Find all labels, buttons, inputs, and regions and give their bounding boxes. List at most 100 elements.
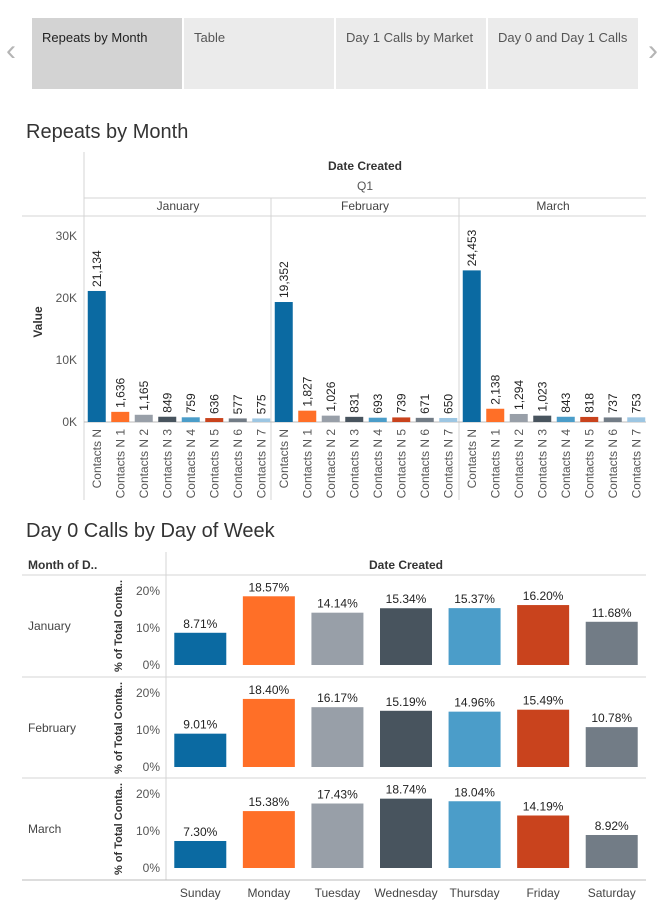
- x-tick-label-february-contacts-n-7: Contacts N 7: [441, 429, 455, 499]
- x-tick-label-thursday: Thursday: [450, 886, 500, 900]
- bar-february-contacts-n-5[interactable]: [392, 417, 411, 422]
- y-tick-label-10k: 10K: [56, 353, 77, 367]
- data-label-february-contacts-n: 19,352: [277, 261, 291, 298]
- bar-january-contacts-n-4[interactable]: [181, 417, 200, 422]
- bar-january-wednesday[interactable]: [380, 608, 432, 665]
- tab-day1-calls-by-market[interactable]: Day 1 Calls by Market: [336, 18, 486, 89]
- y-axis-label-march: % of Total Conta..: [113, 783, 125, 875]
- bar-march-thursday[interactable]: [448, 801, 501, 868]
- bar-march-sunday[interactable]: [174, 840, 227, 868]
- x-tick-label-february-contacts-n-3: Contacts N 3: [347, 429, 361, 499]
- bar-january-saturday[interactable]: [585, 621, 638, 665]
- y-axis-label-january: % of Total Conta..: [113, 580, 125, 672]
- bar-march-contacts-n-4[interactable]: [556, 416, 575, 422]
- bar-march-saturday[interactable]: [585, 834, 638, 868]
- bar-january-friday[interactable]: [517, 605, 570, 665]
- panel-header-march: March: [536, 199, 569, 213]
- bar-february-monday[interactable]: [242, 698, 295, 767]
- data-label-february-contacts-n-1: 1,827: [300, 376, 314, 406]
- data-label-february-sunday: 9.01%: [183, 718, 217, 732]
- x-tick-label-tuesday: Tuesday: [315, 886, 361, 900]
- bar-february-sunday[interactable]: [174, 733, 227, 767]
- bar-march-friday[interactable]: [517, 815, 570, 868]
- y-tick-label-30k: 30K: [56, 229, 77, 243]
- panel-header-february: February: [341, 199, 389, 213]
- bar-march-contacts-n[interactable]: [462, 270, 481, 422]
- bar-march-contacts-n-6[interactable]: [603, 417, 622, 422]
- data-label-march-monday: 15.38%: [249, 795, 290, 809]
- data-label-february-friday: 15.49%: [523, 694, 564, 708]
- bar-february-contacts-n-7[interactable]: [439, 417, 458, 422]
- data-label-january-friday: 16.20%: [523, 589, 564, 603]
- data-label-march-friday: 14.19%: [523, 799, 564, 813]
- panel-january: January 21,134 Contacts N 1,636 Contacts N 1…: [87, 199, 271, 499]
- y-tick-label-march-0: 0%: [143, 861, 161, 875]
- bar-february-contacts-n-4[interactable]: [368, 417, 387, 422]
- data-label-february-tuesday: 16.17%: [317, 691, 358, 705]
- bar-january-contacts-n-7[interactable]: [252, 418, 271, 422]
- bar-january-thursday[interactable]: [448, 608, 501, 665]
- data-label-march-wednesday: 18.74%: [386, 783, 427, 797]
- data-label-march-contacts-n-3: 1,023: [535, 381, 549, 411]
- date-created-header: Date Created: [328, 159, 402, 173]
- x-tick-label-january-contacts-n-3: Contacts N 3: [160, 429, 174, 499]
- bar-january-contacts-n-3[interactable]: [158, 416, 177, 422]
- bar-january-contacts-n-6[interactable]: [228, 418, 247, 422]
- bar-february-contacts-n-2[interactable]: [321, 415, 340, 422]
- bar-february-friday[interactable]: [517, 709, 570, 767]
- date-created-header: Date Created: [369, 558, 443, 572]
- x-tick-label-march-contacts-n-7: Contacts N 7: [629, 429, 643, 499]
- prev-tab-arrow-icon[interactable]: ‹: [6, 34, 16, 67]
- panel-header-january: January: [157, 199, 200, 213]
- dashboard-tab-strip: ‹ Repeats by Month Table Day 1 Calls by …: [0, 0, 672, 100]
- tab-day0-day1-calls[interactable]: Day 0 and Day 1 Calls: [488, 18, 638, 89]
- y-tick-label-february-20: 20%: [136, 686, 160, 700]
- data-label-march-saturday: 8.92%: [595, 819, 629, 833]
- bar-march-monday[interactable]: [242, 811, 295, 868]
- x-tick-label-february-contacts-n-2: Contacts N 2: [324, 429, 338, 499]
- chart-title-day0: Day 0 Calls by Day of Week: [26, 520, 275, 542]
- bar-january-tuesday[interactable]: [311, 612, 364, 665]
- bar-march-contacts-n-3[interactable]: [533, 415, 552, 422]
- data-label-february-contacts-n-6: 671: [418, 393, 432, 413]
- panel-february: February 19,352 Contacts N 1,827 Contacts N …: [274, 199, 458, 499]
- data-label-january-contacts-n-7: 575: [254, 394, 268, 414]
- y-tick-label-0k: 0K: [62, 415, 77, 429]
- bar-january-sunday[interactable]: [174, 632, 227, 665]
- bar-february-wednesday[interactable]: [380, 710, 432, 767]
- bar-march-contacts-n-7[interactable]: [627, 417, 646, 422]
- bar-february-contacts-n-1[interactable]: [298, 410, 317, 422]
- bar-january-contacts-n-1[interactable]: [111, 411, 130, 422]
- bar-january-contacts-n-2[interactable]: [134, 414, 153, 422]
- data-label-february-saturday: 10.78%: [591, 711, 632, 725]
- bar-february-contacts-n[interactable]: [274, 302, 293, 422]
- x-tick-label-monday: Monday: [248, 886, 291, 900]
- bar-march-tuesday[interactable]: [311, 803, 364, 868]
- data-label-january-contacts-n-2: 1,165: [137, 380, 151, 410]
- bar-february-tuesday[interactable]: [311, 707, 364, 767]
- x-tick-label-january-contacts-n-2: Contacts N 2: [137, 429, 151, 499]
- bar-march-contacts-n-5[interactable]: [580, 416, 599, 422]
- row-march: March % of Total Conta.. 0% 10% 20% 7.30% 15.3…: [28, 783, 638, 875]
- bar-february-saturday[interactable]: [585, 727, 638, 767]
- data-label-january-monday: 18.57%: [249, 580, 290, 594]
- data-label-february-contacts-n-2: 1,026: [324, 381, 338, 411]
- data-label-march-sunday: 7.30%: [183, 825, 217, 839]
- bar-january-contacts-n-5[interactable]: [205, 418, 224, 422]
- bar-february-thursday[interactable]: [448, 711, 501, 767]
- bar-january-contacts-n[interactable]: [87, 290, 106, 422]
- bar-march-contacts-n-1[interactable]: [486, 408, 505, 422]
- quarter-header: Q1: [357, 179, 373, 193]
- bar-february-contacts-n-3[interactable]: [345, 416, 364, 422]
- tab-table[interactable]: Table: [184, 18, 334, 89]
- bar-january-monday[interactable]: [242, 596, 295, 665]
- tab-repeats-by-month[interactable]: Repeats by Month: [32, 18, 182, 89]
- row-header: Month of D..: [28, 558, 97, 572]
- data-label-january-contacts-n-1: 1,636: [113, 378, 127, 408]
- bar-february-contacts-n-6[interactable]: [415, 417, 434, 422]
- next-tab-arrow-icon[interactable]: ›: [648, 34, 658, 67]
- data-label-january-contacts-n: 21,134: [90, 250, 104, 287]
- bar-march-contacts-n-2[interactable]: [509, 413, 528, 422]
- bar-march-wednesday[interactable]: [380, 798, 432, 868]
- data-label-january-tuesday: 14.14%: [317, 597, 358, 611]
